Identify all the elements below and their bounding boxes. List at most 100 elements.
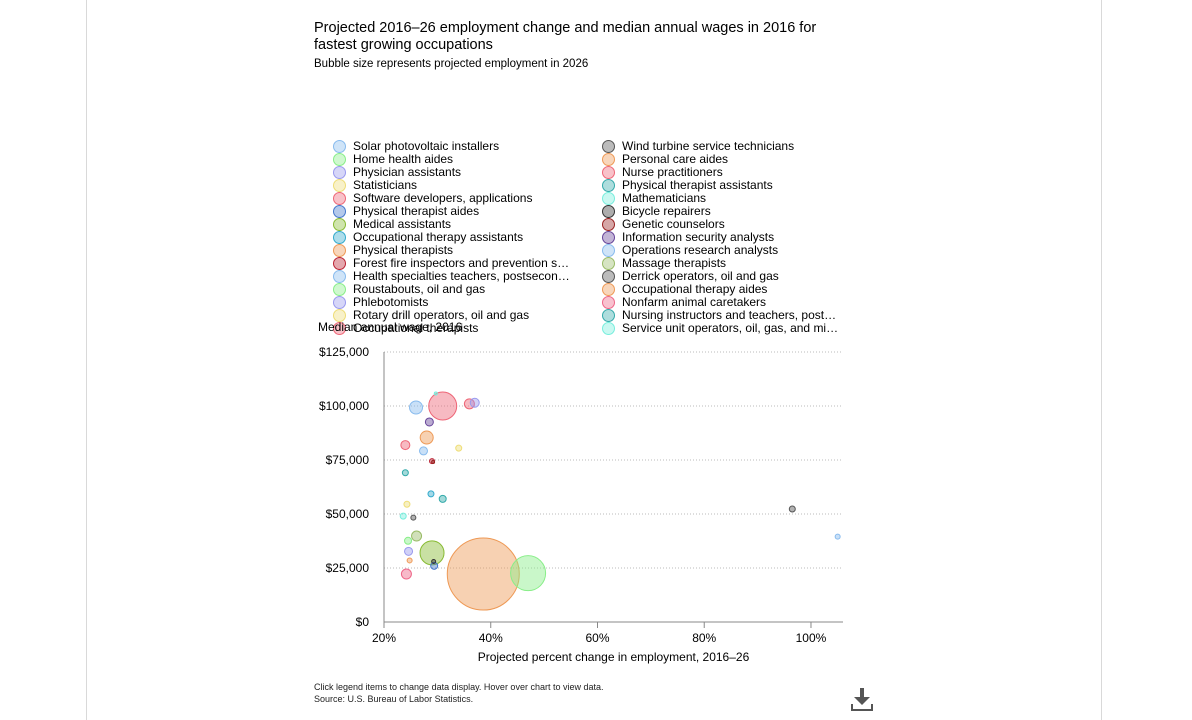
data-bubble[interactable]: Information security analysts [424, 417, 434, 427]
data-bubble[interactable]: Physical therapist assistants [438, 494, 447, 503]
data-bubble[interactable]: Occupational therapists [400, 440, 411, 451]
legend-swatch [602, 231, 615, 244]
data-bubble[interactable]: Occupational therapy assistants [427, 490, 435, 498]
legend-swatch [333, 231, 346, 244]
data-bubble[interactable]: Mathematicians [433, 391, 438, 396]
download-icon [851, 688, 873, 711]
data-bubble[interactable]: Wind turbine service technicians [788, 505, 796, 513]
data-bubble[interactable]: Nursing instructors and teachers, postse… [401, 469, 409, 477]
legend-swatch [602, 192, 615, 205]
data-bubble[interactable]: Physical therapists [419, 430, 434, 445]
legend-item[interactable]: Mathematicians [602, 192, 706, 205]
data-bubble[interactable]: Massage therapists [411, 530, 423, 542]
legend-item[interactable]: Occupational therapists [333, 322, 478, 335]
legend-item[interactable]: Wind turbine service technicians [602, 140, 794, 153]
data-bubble[interactable]: Medical assistants [419, 540, 445, 566]
legend-item[interactable]: Bicycle repairers [602, 205, 711, 218]
legend-swatch [602, 322, 615, 335]
data-bubble[interactable]: Phlebotomists [404, 546, 414, 556]
legend-swatch [602, 218, 615, 231]
legend-item[interactable]: Physician assistants [333, 166, 461, 179]
legend-item[interactable]: Occupational therapy aides [602, 283, 767, 296]
legend-swatch [333, 296, 346, 309]
legend-label: Occupational therapy assistants [353, 230, 524, 244]
x-tick-label: 20% [372, 631, 396, 645]
legend-label: Nursing instructors and teachers, post… [622, 308, 837, 322]
legend-item[interactable]: Medical assistants [333, 218, 451, 231]
data-bubble[interactable]: Occupational therapy aides [406, 557, 413, 564]
footnote-instructions: Click legend items to change data displa… [314, 682, 604, 692]
legend-label: Phlebotomists [353, 295, 429, 309]
legend-swatch [602, 179, 615, 192]
legend-swatch [602, 166, 615, 179]
legend-swatch [602, 283, 615, 296]
data-bubble[interactable]: Roustabouts, oil and gas [404, 536, 413, 545]
data-bubble[interactable]: Software developers, applications [428, 391, 458, 421]
legend-label: Roustabouts, oil and gas [353, 282, 486, 296]
legend-label: Home health aides [353, 152, 454, 166]
data-bubble[interactable]: Service unit operators, oil, gas, and mi… [399, 512, 407, 520]
data-bubble[interactable]: Physical therapist aides [430, 561, 439, 570]
legend-item[interactable]: Derrick operators, oil and gas [602, 270, 779, 283]
legend-item[interactable]: Forest fire inspectors and prevention s… [333, 257, 569, 270]
legend-item[interactable]: Nonfarm animal caretakers [602, 296, 766, 309]
y-tick-label: $25,000 [326, 561, 370, 575]
y-tick-label: $50,000 [326, 507, 370, 521]
x-tick-label: 40% [479, 631, 503, 645]
legend-label: Statisticians [353, 178, 418, 192]
legend-item[interactable]: Genetic counselors [602, 218, 725, 231]
legend-item[interactable]: Software developers, applications [333, 192, 532, 205]
data-bubble[interactable]: Solar photovoltaic installers [834, 533, 841, 540]
legend-item[interactable]: Solar photovoltaic installers [333, 140, 499, 153]
legend-item[interactable]: Occupational therapy assistants [333, 231, 523, 244]
data-bubble[interactable]: Genetic counselors [431, 459, 436, 464]
legend-item[interactable]: Physical therapists [333, 244, 453, 257]
legend-item[interactable]: Statisticians [333, 179, 417, 192]
data-bubble[interactable]: Statisticians [455, 444, 463, 452]
legend-swatch [333, 218, 346, 231]
data-bubble[interactable]: Personal care aides [446, 537, 520, 611]
legend-label: Physical therapist assistants [622, 178, 773, 192]
y-axis-title: Median annual wage, 2016 [318, 320, 463, 334]
legend-swatch [602, 309, 615, 322]
download-button[interactable] [850, 686, 874, 712]
legend-item[interactable]: Home health aides [333, 153, 453, 166]
legend-item[interactable]: Physical therapist aides [333, 205, 479, 218]
data-bubble[interactable]: Physician assistants [469, 397, 480, 408]
chart-title: Projected 2016–26 employment change and … [314, 20, 817, 53]
data-bubble[interactable]: Health specialties teachers, postseconda… [409, 400, 424, 415]
legend-label: Genetic counselors [622, 217, 725, 231]
data-bubble[interactable]: Bicycle repairers [431, 559, 437, 565]
footnote-source: Source: U.S. Bureau of Labor Statistics. [314, 693, 474, 704]
data-bubble[interactable]: Rotary drill operators, oil and gas [403, 500, 411, 508]
legend-item[interactable]: Personal care aides [602, 153, 728, 166]
legend-item[interactable]: Service unit operators, oil, gas, and mi… [602, 322, 838, 335]
legend-label: Service unit operators, oil, gas, and mi… [622, 321, 839, 335]
legend-swatch [333, 153, 346, 166]
legend-item[interactable]: Nursing instructors and teachers, post… [602, 309, 836, 322]
legend-item[interactable]: Massage therapists [602, 257, 726, 270]
legend-item[interactable]: Operations research analysts [602, 244, 778, 257]
legend-label: Massage therapists [622, 256, 727, 270]
legend-item[interactable]: Phlebotomists [333, 296, 428, 309]
legend-label: Nurse practitioners [622, 165, 723, 179]
legend-swatch [333, 140, 346, 153]
data-bubble[interactable]: Home health aides [510, 555, 547, 592]
legend-swatch [333, 205, 346, 218]
legend-item[interactable]: Physical therapist assistants [602, 179, 773, 192]
x-tick-label: 100% [796, 631, 827, 645]
data-bubble[interactable]: Operations research analysts [418, 446, 428, 456]
data-bubble[interactable]: Nonfarm animal caretakers [400, 568, 412, 580]
legend-item[interactable]: Information security analysts [602, 231, 774, 244]
y-tick-label: $125,000 [319, 345, 369, 359]
footnote: Click legend items to change data displa… [314, 682, 603, 705]
legend-label: Mathematicians [622, 191, 707, 205]
legend-item[interactable]: Nurse practitioners [602, 166, 723, 179]
y-tick-label: $75,000 [326, 453, 370, 467]
data-bubble[interactable]: Derrick operators, oil and gas [410, 514, 417, 521]
legend-item[interactable]: Rotary drill operators, oil and gas [333, 309, 529, 322]
legend-item[interactable]: Roustabouts, oil and gas [333, 283, 485, 296]
legend-label: Health specialties teachers, postsecon… [353, 269, 570, 283]
legend-item[interactable]: Health specialties teachers, postsecon… [333, 270, 570, 283]
